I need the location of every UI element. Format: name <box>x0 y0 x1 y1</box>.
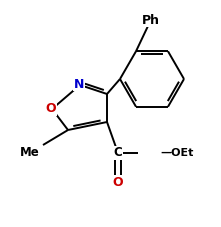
Text: N: N <box>74 77 84 91</box>
Text: O: O <box>113 177 123 190</box>
Text: Ph: Ph <box>142 13 160 27</box>
Text: O: O <box>46 103 56 116</box>
Text: Me: Me <box>20 146 40 158</box>
Text: —OEt: —OEt <box>160 148 193 158</box>
Text: C: C <box>114 146 122 160</box>
